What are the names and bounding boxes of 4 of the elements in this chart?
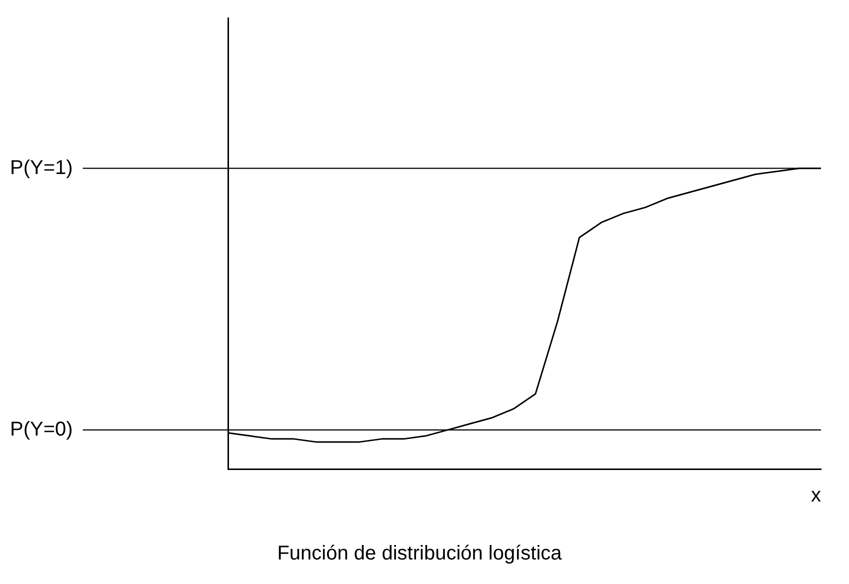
ref-line-label: P(Y=1) — [10, 156, 73, 179]
x-axis-title: x — [811, 484, 821, 507]
ref-line-label: P(Y=0) — [10, 418, 73, 440]
text: Función de distribución logística — [277, 542, 563, 565]
